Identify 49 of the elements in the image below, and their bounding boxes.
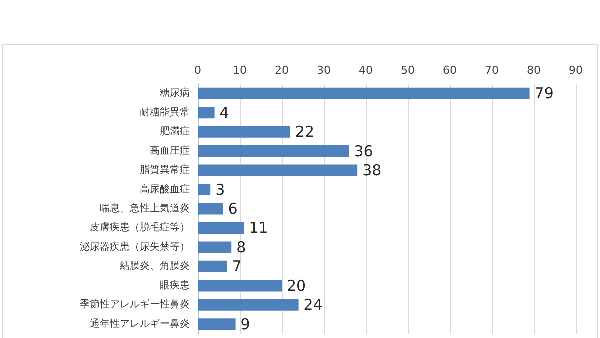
x-tick-label: 60 <box>443 64 457 77</box>
data-label: 20 <box>287 276 306 295</box>
x-tick-label: 80 <box>527 64 541 77</box>
bar <box>198 146 350 158</box>
data-label: 11 <box>249 219 268 238</box>
y-tick-label: 眼疾患 <box>160 279 190 292</box>
bar <box>198 280 282 292</box>
y-tick-label: 耐糖能異常 <box>140 106 190 118</box>
bar <box>198 88 530 100</box>
bar <box>198 242 232 254</box>
bar <box>198 318 236 330</box>
bar <box>198 203 224 215</box>
y-tick-label: 脂質異常症 <box>140 164 190 176</box>
y-tick-label: 高血圧症 <box>150 144 190 157</box>
data-label: 8 <box>236 238 246 256</box>
y-tick-label: 喘息、急性上気道炎 <box>100 202 190 214</box>
data-label: 4 <box>220 104 230 122</box>
y-tick-label: 泌尿器疾患（尿失禁等） <box>80 240 190 253</box>
data-label: 79 <box>534 84 554 103</box>
data-label: 9 <box>240 315 250 334</box>
y-tick-label: 高尿酸血症 <box>140 183 190 196</box>
bar <box>198 260 228 272</box>
y-tick-label: 季節性アレルギー性鼻炎 <box>80 298 190 311</box>
x-tick-label: 90 <box>569 64 583 77</box>
bar <box>198 126 290 138</box>
y-tick-label: 通年性アレルギー鼻炎 <box>90 318 190 330</box>
x-tick-label: 30 <box>317 64 331 77</box>
bar <box>198 107 215 119</box>
data-label: 6 <box>228 200 238 218</box>
data-label: 38 <box>362 162 382 180</box>
data-label: 22 <box>295 123 314 142</box>
data-label: 36 <box>354 142 374 160</box>
bar <box>198 184 211 196</box>
data-label: 24 <box>304 296 323 314</box>
x-tick-label: 70 <box>485 64 499 77</box>
x-tick-label: 0 <box>194 64 202 77</box>
y-tick-label: 皮膚疾患（脱毛症等） <box>90 222 190 234</box>
x-tick-label: 20 <box>275 64 289 77</box>
data-label: 7 <box>232 258 242 276</box>
x-tick-label: 10 <box>233 64 247 77</box>
bar <box>198 222 244 234</box>
x-tick-label: 50 <box>401 64 415 77</box>
bar <box>198 299 299 311</box>
y-tick-label: 糖尿病 <box>160 87 190 100</box>
x-tick-label: 40 <box>359 64 373 77</box>
bar <box>198 164 358 176</box>
data-label: 3 <box>216 180 226 199</box>
y-tick-label: 肥満症 <box>160 126 190 138</box>
y-tick-label: 結膜炎、角膜炎 <box>119 260 190 272</box>
